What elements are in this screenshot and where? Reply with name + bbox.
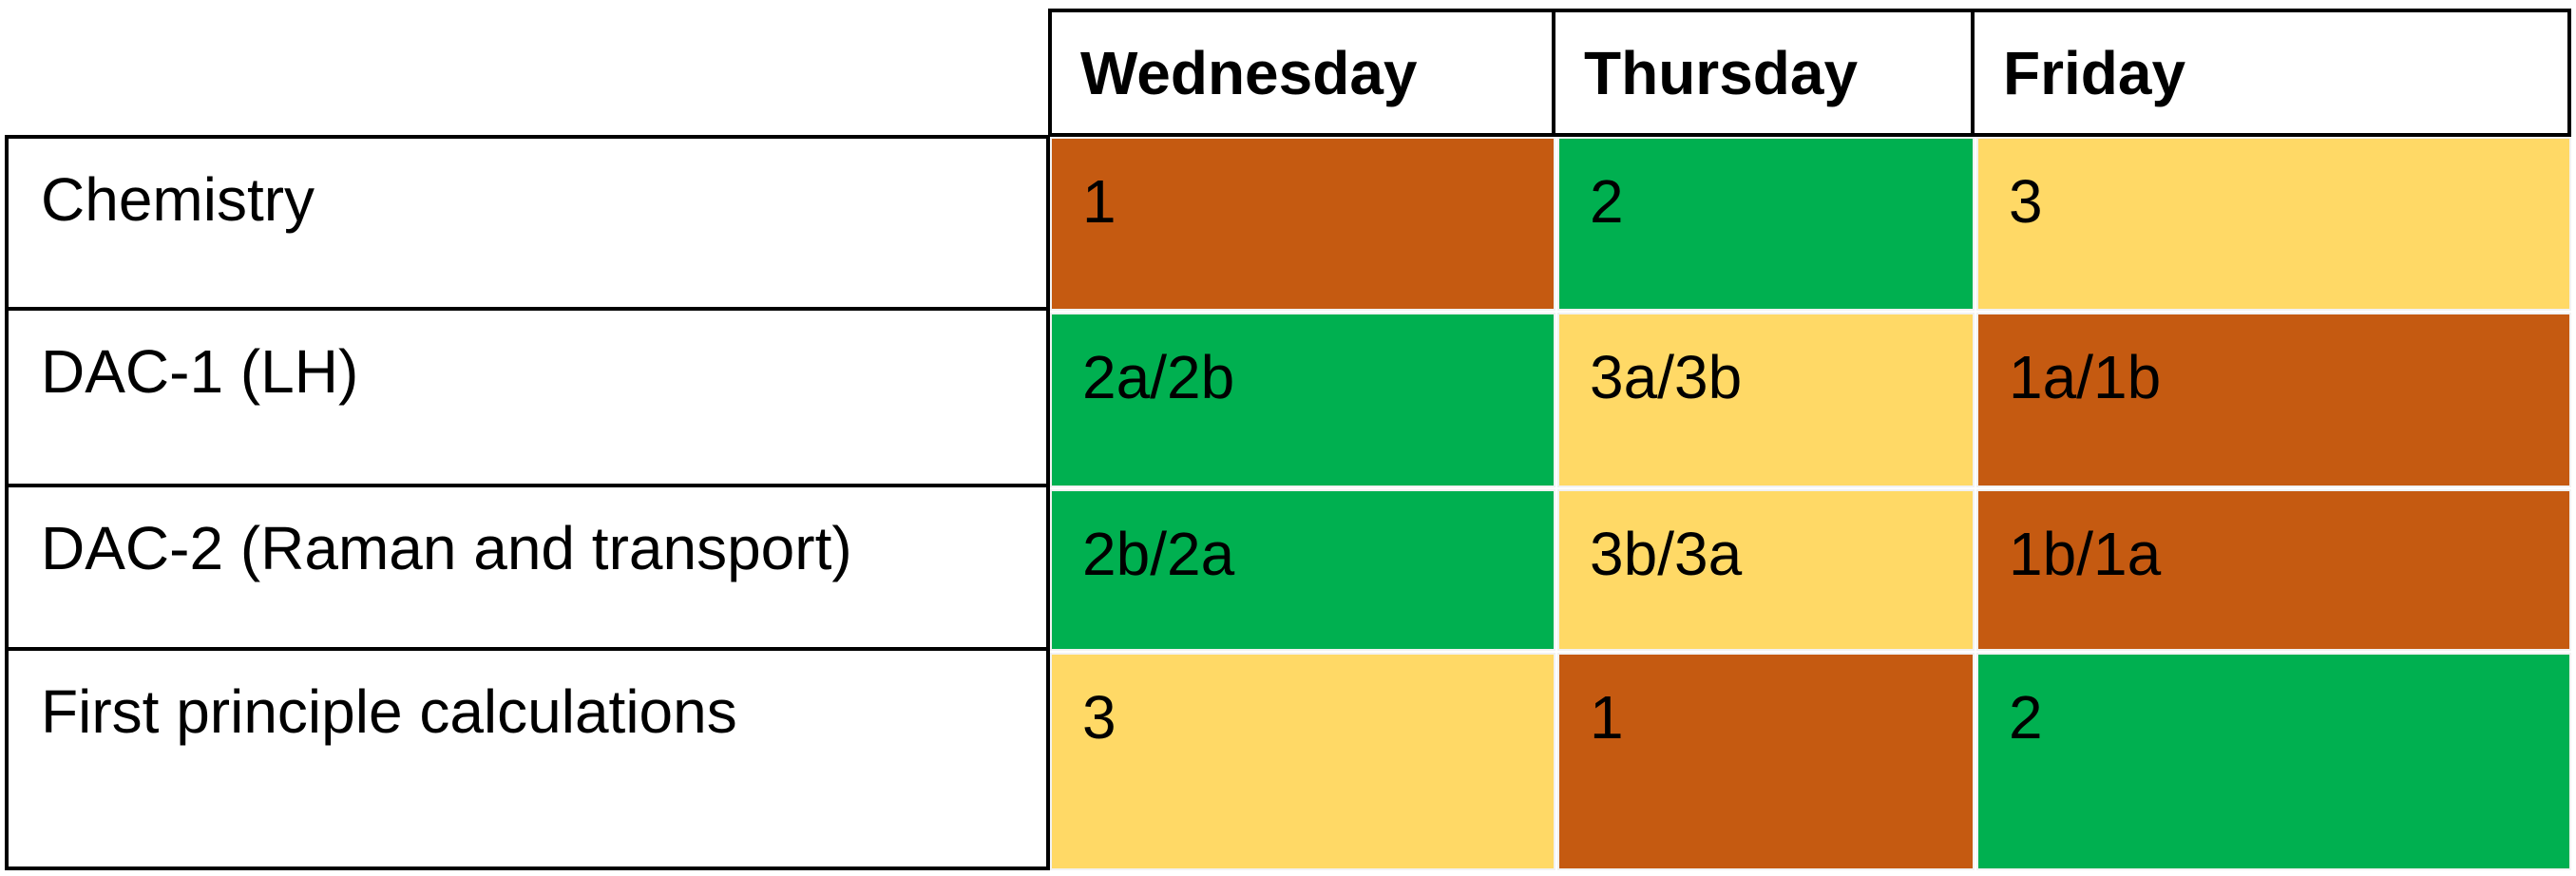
- row-label: First principle calculations: [5, 647, 1050, 870]
- row-label: DAC-2 (Raman and transport): [5, 484, 1050, 651]
- schedule-cell: 1b/1a: [1976, 489, 2571, 651]
- schedule-cell: 2a/2b: [1050, 313, 1555, 487]
- schedule-cell: 3b/3a: [1557, 489, 1975, 651]
- schedule-cell: 1: [1050, 137, 1555, 311]
- column-header: Friday: [1971, 9, 2571, 137]
- row-label: Chemistry: [5, 135, 1050, 311]
- schedule-cell: 3a/3b: [1557, 313, 1975, 487]
- schedule-cell: 2b/2a: [1050, 489, 1555, 651]
- column-header: Wednesday: [1048, 9, 1555, 137]
- schedule-cell: 2: [1976, 653, 2571, 870]
- schedule-cell: 3: [1050, 653, 1555, 870]
- schedule-cell: 3: [1976, 137, 2571, 311]
- schedule-cell: 2: [1557, 137, 1975, 311]
- schedule-cell: 1: [1557, 653, 1975, 870]
- column-header: Thursday: [1552, 9, 1975, 137]
- schedule-cell: 1a/1b: [1976, 313, 2571, 487]
- row-label: DAC-1 (LH): [5, 307, 1050, 487]
